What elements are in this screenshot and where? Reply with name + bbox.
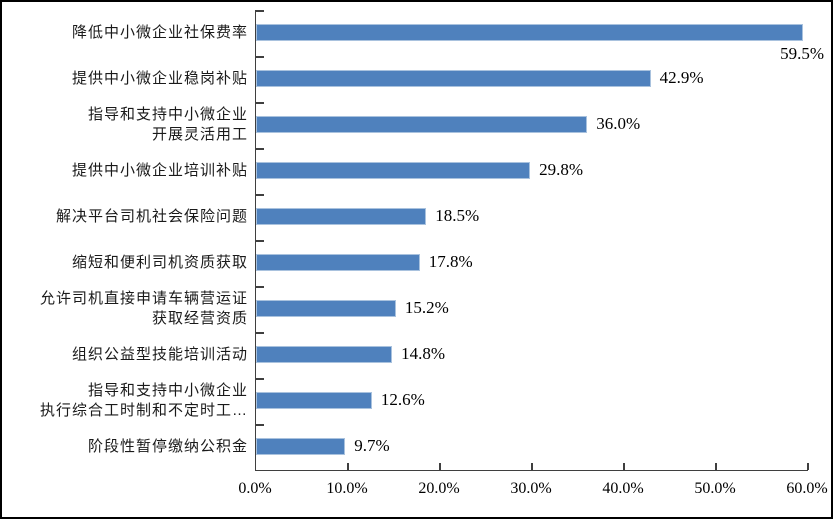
y-axis-tick [256, 194, 264, 196]
category-label: 指导和支持中小微企业 执行综合工时制和不定时工… [8, 378, 248, 424]
category-label-text: 指导和支持中小微企业 执行综合工时制和不定时工… [39, 382, 248, 419]
x-axis-tick [807, 463, 809, 470]
bar [256, 162, 531, 179]
bar [256, 208, 427, 225]
bar [256, 346, 393, 363]
category-label: 组织公益型技能培训活动 [8, 332, 248, 378]
bar [256, 70, 651, 87]
y-axis-tick [256, 240, 264, 242]
x-axis-tick-label: 20.0% [418, 480, 460, 497]
value-label: 9.7% [354, 436, 390, 455]
category-label-text: 组织公益型技能培训活动 [71, 346, 248, 363]
category-label-text: 解决平台司机社会保险问题 [55, 208, 248, 225]
bar [256, 116, 588, 133]
y-axis-tick [256, 148, 264, 150]
y-axis-tick [256, 286, 264, 288]
category-label-text: 降低中小微企业社保费率 [71, 24, 248, 41]
x-axis-tick [439, 463, 441, 470]
y-axis-tick [256, 10, 264, 12]
y-axis-tick [256, 102, 264, 104]
category-label-text: 提供中小微企业稳岗补贴 [71, 70, 248, 87]
bar [256, 24, 804, 41]
value-label: 18.5% [435, 206, 480, 225]
category-label: 解决平台司机社会保险问题 [8, 194, 248, 240]
value-label: 29.8% [539, 160, 584, 179]
bar [256, 438, 346, 455]
y-axis-tick [256, 378, 264, 380]
value-label: 15.2% [404, 298, 449, 317]
category-label: 允许司机直接申请车辆营运证 获取经营资质 [8, 286, 248, 332]
x-axis-tick [347, 463, 349, 470]
category-label-text: 阶段性暂停缴纳公积金 [87, 438, 248, 455]
category-label: 指导和支持中小微企业 开展灵活用工 [8, 102, 248, 148]
category-label-text: 允许司机直接申请车辆营运证 获取经营资质 [39, 290, 248, 327]
category-label-text: 提供中小微企业培训补贴 [71, 162, 248, 179]
category-label-text: 指导和支持中小微企业 开展灵活用工 [87, 106, 248, 143]
x-axis-tick-label: 40.0% [602, 480, 644, 497]
category-label-text: 缩短和便利司机资质获取 [71, 254, 248, 271]
category-label: 提供中小微企业培训补贴 [8, 148, 248, 194]
category-label: 缩短和便利司机资质获取 [8, 240, 248, 286]
category-label: 提供中小微企业稳岗补贴 [8, 56, 248, 102]
x-axis-tick [531, 463, 533, 470]
category-label: 降低中小微企业社保费率 [8, 10, 248, 56]
x-axis-tick [623, 463, 625, 470]
value-label: 12.6% [380, 390, 425, 409]
x-axis-tick-label: 10.0% [326, 480, 368, 497]
value-label: 59.5% [780, 44, 824, 63]
value-label: 14.8% [401, 344, 446, 363]
bar [256, 392, 372, 409]
y-axis-tick [256, 332, 264, 334]
y-axis-tick [256, 56, 264, 58]
value-label: 42.9% [659, 68, 704, 87]
x-axis-tick-label: 50.0% [694, 480, 736, 497]
y-axis-tick [256, 424, 264, 426]
x-axis-tick-label: 60.0% [786, 480, 828, 497]
plot-area: 59.5% 42.9% 36.0% 29.8% 18.5% 17.8% 15.2% 14.8%… [255, 10, 824, 471]
value-label: 36.0% [596, 114, 641, 133]
bar [256, 254, 420, 271]
x-axis-tick-label: 0.0% [238, 480, 272, 497]
x-axis-tick [715, 463, 717, 470]
value-label: 17.8% [428, 252, 473, 271]
x-axis-tick-label: 30.0% [510, 480, 552, 497]
category-label: 阶段性暂停缴纳公积金 [8, 424, 248, 470]
bar [256, 300, 396, 317]
